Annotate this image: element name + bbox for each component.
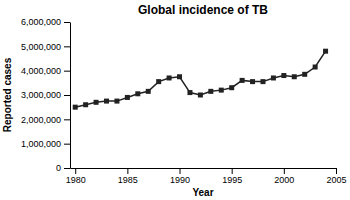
marker [208, 89, 213, 94]
marker [323, 49, 328, 54]
y-axis-tick-mark [64, 168, 70, 169]
marker [198, 93, 203, 98]
x-axis-title: Year [192, 187, 213, 198]
y-axis-tick-label: 0 [56, 163, 61, 173]
y-axis-tick-mark [64, 46, 70, 47]
y-axis-tick: 4,000,000 [21, 66, 70, 76]
marker [292, 74, 297, 79]
x-axis-tick: 1980 [66, 168, 86, 185]
x-axis-tick-label: 1990 [170, 175, 190, 185]
plot-area [73, 49, 328, 110]
marker [167, 75, 172, 80]
marker [83, 102, 88, 107]
marker [73, 105, 78, 110]
x-axis-tick-mark [180, 168, 181, 174]
marker [177, 74, 182, 79]
y-axis-tick-mark [64, 22, 70, 23]
x-axis-tick-mark [75, 168, 76, 174]
y-axis-line [70, 23, 71, 169]
x-axis-tick: 1985 [118, 168, 138, 185]
marker [219, 88, 224, 93]
marker [146, 89, 151, 94]
x-axis-tick-label: 2005 [326, 175, 346, 185]
y-axis-tick-label: 6,000,000 [21, 17, 61, 27]
y-axis-tick: 6,000,000 [21, 17, 70, 27]
y-axis-tick-label: 5,000,000 [21, 42, 61, 52]
x-axis-tick: 2000 [274, 168, 294, 185]
y-axis-title: Reported cases [2, 57, 13, 132]
y-axis-tick-mark [64, 95, 70, 96]
y-axis-tick-label: 2,000,000 [21, 115, 61, 125]
y-axis: 0 1,000,000 2,000,000 3,000,000 4,000,000 5,0… [21, 17, 71, 173]
line [75, 51, 325, 107]
marker [240, 78, 245, 83]
marker [281, 73, 286, 78]
y-axis-tick-mark [64, 71, 70, 72]
marker [187, 90, 192, 95]
marker [156, 79, 161, 84]
marker [135, 91, 140, 96]
x-axis-tick-label: 1995 [222, 175, 242, 185]
x-axis-tick: 1990 [170, 168, 190, 185]
x-axis-tick: 2005 [326, 168, 346, 185]
y-axis-tick: 5,000,000 [21, 42, 70, 52]
y-axis-tick-label: 3,000,000 [21, 90, 61, 100]
x-axis: 1980 1985 1990 1995 2000 2005 [66, 168, 347, 185]
marker [313, 65, 318, 70]
marker [302, 72, 307, 77]
x-axis-line [71, 168, 337, 169]
x-axis-tick-mark [284, 168, 285, 174]
marker [104, 99, 109, 104]
marker [94, 100, 99, 105]
y-axis-tick-label: 1,000,000 [21, 139, 61, 149]
x-axis-tick-mark [127, 168, 128, 174]
x-axis-tick-label: 2000 [274, 175, 294, 185]
y-axis-tick: 3,000,000 [21, 90, 70, 100]
x-axis-tick-mark [232, 168, 233, 174]
y-axis-tick-mark [64, 144, 70, 145]
marker [125, 95, 130, 100]
y-axis-tick: 0 [56, 163, 70, 173]
y-axis-tick-label: 4,000,000 [21, 66, 61, 76]
y-axis-tick: 1,000,000 [21, 139, 70, 149]
x-axis-tick-mark [336, 168, 337, 174]
x-axis-tick-label: 1980 [66, 175, 86, 185]
y-axis-tick-mark [64, 119, 70, 120]
chart: 1980 1985 1990 1995 2000 2005 0 1,000,000 2,000,… [0, 0, 350, 200]
marker [271, 75, 276, 80]
marker [260, 79, 265, 84]
marker [250, 79, 255, 84]
marker [114, 99, 119, 104]
y-axis-tick: 2,000,000 [21, 115, 70, 125]
marker [229, 85, 234, 90]
title: Global incidence of TB [138, 3, 268, 17]
x-axis-tick-label: 1985 [118, 175, 138, 185]
x-axis-tick: 1995 [222, 168, 242, 185]
